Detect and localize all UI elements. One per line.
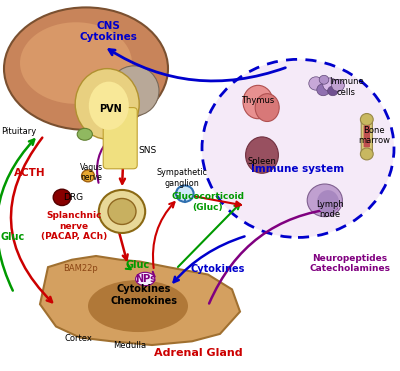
Text: Adrenal Gland: Adrenal Gland	[154, 348, 242, 358]
Ellipse shape	[243, 85, 273, 119]
Ellipse shape	[77, 128, 92, 140]
Circle shape	[202, 59, 394, 237]
Text: BAM22p: BAM22p	[63, 265, 97, 273]
Circle shape	[360, 114, 373, 125]
FancyBboxPatch shape	[364, 125, 370, 147]
Text: SNS: SNS	[138, 146, 156, 155]
Text: ACTH: ACTH	[14, 168, 46, 177]
Ellipse shape	[4, 7, 168, 130]
FancyBboxPatch shape	[361, 119, 372, 155]
Text: Spleen: Spleen	[248, 157, 276, 166]
Text: Sympathetic
ganglion: Sympathetic ganglion	[156, 168, 208, 188]
FancyBboxPatch shape	[103, 108, 137, 169]
Circle shape	[360, 148, 373, 160]
Text: Bone
marrow: Bone marrow	[358, 126, 390, 145]
Text: Cytokines: Cytokines	[191, 264, 245, 274]
Text: Splanchnic
nerve
(PACAP, ACh): Splanchnic nerve (PACAP, ACh)	[41, 211, 107, 241]
Text: Medulla: Medulla	[114, 341, 146, 350]
Circle shape	[309, 77, 323, 90]
Ellipse shape	[307, 184, 342, 217]
Circle shape	[317, 84, 330, 96]
Text: Immune
cells: Immune cells	[329, 78, 363, 97]
Text: Gluc: Gluc	[1, 233, 25, 242]
Text: Thymus: Thymus	[241, 96, 275, 105]
Text: Neuropeptides
Catecholamines: Neuropeptides Catecholamines	[310, 254, 390, 273]
Circle shape	[319, 75, 329, 84]
Ellipse shape	[88, 280, 188, 332]
Text: PVN: PVN	[99, 105, 121, 114]
Text: Gluc: Gluc	[126, 260, 150, 270]
Circle shape	[328, 86, 338, 96]
Circle shape	[323, 78, 337, 91]
Ellipse shape	[255, 93, 279, 122]
Ellipse shape	[109, 66, 159, 116]
Text: Pituitary: Pituitary	[1, 127, 36, 136]
Text: DRG: DRG	[63, 193, 83, 202]
Circle shape	[332, 79, 344, 91]
Text: Cytokines
Chemokines: Cytokines Chemokines	[110, 284, 178, 306]
Text: CNS
Cytokines: CNS Cytokines	[79, 21, 137, 42]
Text: Vagus
nerve: Vagus nerve	[80, 163, 103, 182]
Polygon shape	[40, 256, 240, 345]
Text: Immune system: Immune system	[252, 164, 344, 174]
Ellipse shape	[317, 190, 339, 214]
Text: NPs: NPs	[135, 274, 156, 284]
Circle shape	[176, 186, 194, 202]
Ellipse shape	[246, 137, 278, 173]
Text: Cortex: Cortex	[64, 334, 92, 343]
Text: Lymph
node: Lymph node	[316, 200, 344, 219]
Ellipse shape	[136, 272, 155, 286]
Circle shape	[53, 189, 71, 206]
Text: Glucocorticoid
(Gluc): Glucocorticoid (Gluc)	[172, 193, 244, 212]
Ellipse shape	[89, 82, 129, 130]
Circle shape	[99, 190, 145, 233]
Circle shape	[82, 170, 94, 182]
Ellipse shape	[20, 22, 132, 104]
Ellipse shape	[75, 69, 139, 139]
Circle shape	[108, 198, 136, 224]
